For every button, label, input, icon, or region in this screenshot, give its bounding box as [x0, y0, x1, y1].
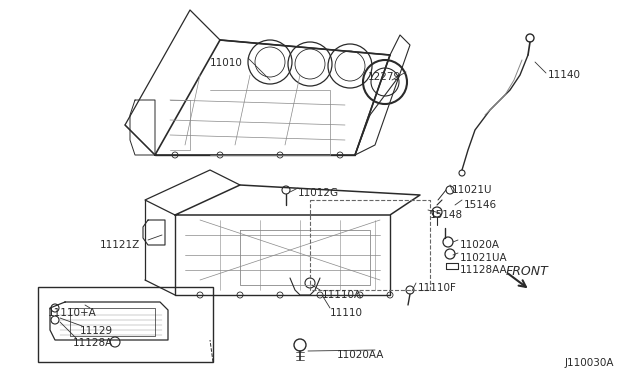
- Text: 11012G: 11012G: [298, 188, 339, 198]
- Text: 12279: 12279: [368, 72, 401, 82]
- Bar: [38, 287, 213, 362]
- Text: 11020AA: 11020AA: [337, 350, 385, 360]
- Text: 11110+A: 11110+A: [48, 308, 97, 318]
- Text: J110030A: J110030A: [565, 358, 614, 368]
- Text: 11129: 11129: [80, 326, 113, 336]
- Text: 11110: 11110: [330, 308, 363, 318]
- Text: 11140: 11140: [548, 70, 581, 80]
- Text: 11021U: 11021U: [452, 185, 493, 195]
- Text: 11121Z: 11121Z: [100, 240, 140, 250]
- Text: FRONT: FRONT: [506, 265, 548, 278]
- Text: 11128AA: 11128AA: [460, 265, 508, 275]
- Text: 11128A: 11128A: [73, 338, 113, 348]
- Text: 11020A: 11020A: [460, 240, 500, 250]
- Text: 15146: 15146: [464, 200, 497, 210]
- Text: 11021UA: 11021UA: [460, 253, 508, 263]
- Text: 11110F: 11110F: [418, 283, 457, 293]
- Text: 11110A: 11110A: [322, 290, 362, 300]
- Text: 11010: 11010: [210, 58, 243, 68]
- Text: 15148: 15148: [430, 210, 463, 220]
